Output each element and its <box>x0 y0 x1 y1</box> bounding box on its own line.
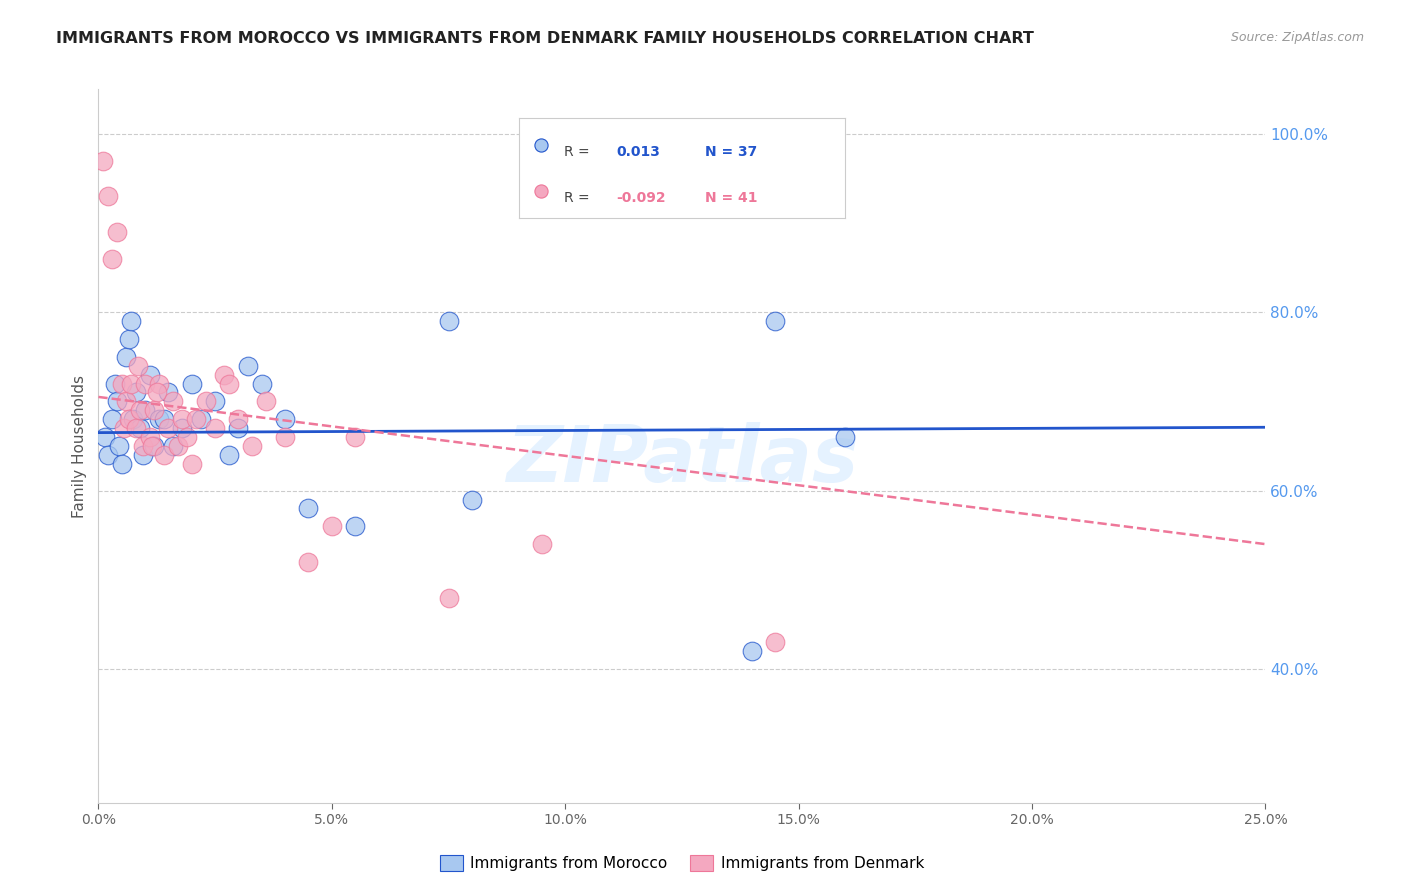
Point <box>104 376 127 391</box>
Point <box>530 537 553 551</box>
Point <box>218 448 240 462</box>
Point <box>115 350 138 364</box>
Point <box>101 252 124 266</box>
Point <box>344 519 367 533</box>
Point <box>204 421 226 435</box>
Point <box>143 403 166 417</box>
Point <box>834 430 856 444</box>
Point <box>437 591 460 605</box>
Point <box>134 376 156 391</box>
Point <box>132 439 155 453</box>
Point <box>127 359 149 373</box>
Point <box>250 376 273 391</box>
Point <box>97 448 120 462</box>
Point <box>228 421 250 435</box>
Point <box>115 394 138 409</box>
Point <box>172 412 194 426</box>
Point <box>741 644 763 658</box>
Point <box>148 412 170 426</box>
Point <box>108 439 131 453</box>
Y-axis label: Family Households: Family Households <box>72 375 87 517</box>
Text: ZIPatlas: ZIPatlas <box>506 422 858 499</box>
Point <box>120 314 142 328</box>
Point <box>194 394 217 409</box>
Point <box>274 412 297 426</box>
Point <box>148 376 170 391</box>
Point <box>180 376 202 391</box>
Point <box>132 448 155 462</box>
Legend: Immigrants from Morocco, Immigrants from Denmark: Immigrants from Morocco, Immigrants from… <box>433 849 931 877</box>
Point <box>214 368 236 382</box>
Point <box>129 421 152 435</box>
Point <box>152 412 174 426</box>
Point <box>297 555 319 569</box>
Point <box>256 394 278 409</box>
Point <box>461 492 484 507</box>
Point <box>321 519 343 533</box>
Point <box>139 430 162 444</box>
Point <box>180 457 202 471</box>
Point <box>152 448 174 462</box>
Point <box>162 394 184 409</box>
Point <box>139 368 162 382</box>
Point <box>236 359 259 373</box>
Point <box>344 430 367 444</box>
Point <box>172 421 194 435</box>
Point <box>97 189 120 203</box>
Point <box>125 421 148 435</box>
Point <box>204 394 226 409</box>
Point <box>162 439 184 453</box>
Point <box>125 385 148 400</box>
Point <box>111 376 134 391</box>
Point <box>143 439 166 453</box>
Point <box>101 412 124 426</box>
Point <box>122 412 145 426</box>
Point <box>94 430 117 444</box>
Point <box>146 385 169 400</box>
Point <box>112 421 135 435</box>
Point <box>134 403 156 417</box>
Point <box>91 153 114 168</box>
Point <box>190 412 212 426</box>
Point <box>105 394 128 409</box>
Point <box>157 421 180 435</box>
Point <box>274 430 297 444</box>
Point <box>166 439 188 453</box>
Point <box>111 457 134 471</box>
Point <box>105 225 128 239</box>
Point <box>157 385 180 400</box>
Point <box>120 376 142 391</box>
Point <box>118 332 141 346</box>
Point <box>242 439 264 453</box>
Point <box>228 412 250 426</box>
Point <box>186 412 208 426</box>
Point <box>437 314 460 328</box>
Point <box>218 376 240 391</box>
Text: Source: ZipAtlas.com: Source: ZipAtlas.com <box>1230 31 1364 45</box>
Point <box>297 501 319 516</box>
Point <box>763 314 786 328</box>
Point <box>141 439 163 453</box>
Point <box>763 635 786 649</box>
Point <box>176 430 198 444</box>
Point <box>118 412 141 426</box>
Text: IMMIGRANTS FROM MOROCCO VS IMMIGRANTS FROM DENMARK FAMILY HOUSEHOLDS CORRELATION: IMMIGRANTS FROM MOROCCO VS IMMIGRANTS FR… <box>56 31 1035 46</box>
Point <box>129 403 152 417</box>
